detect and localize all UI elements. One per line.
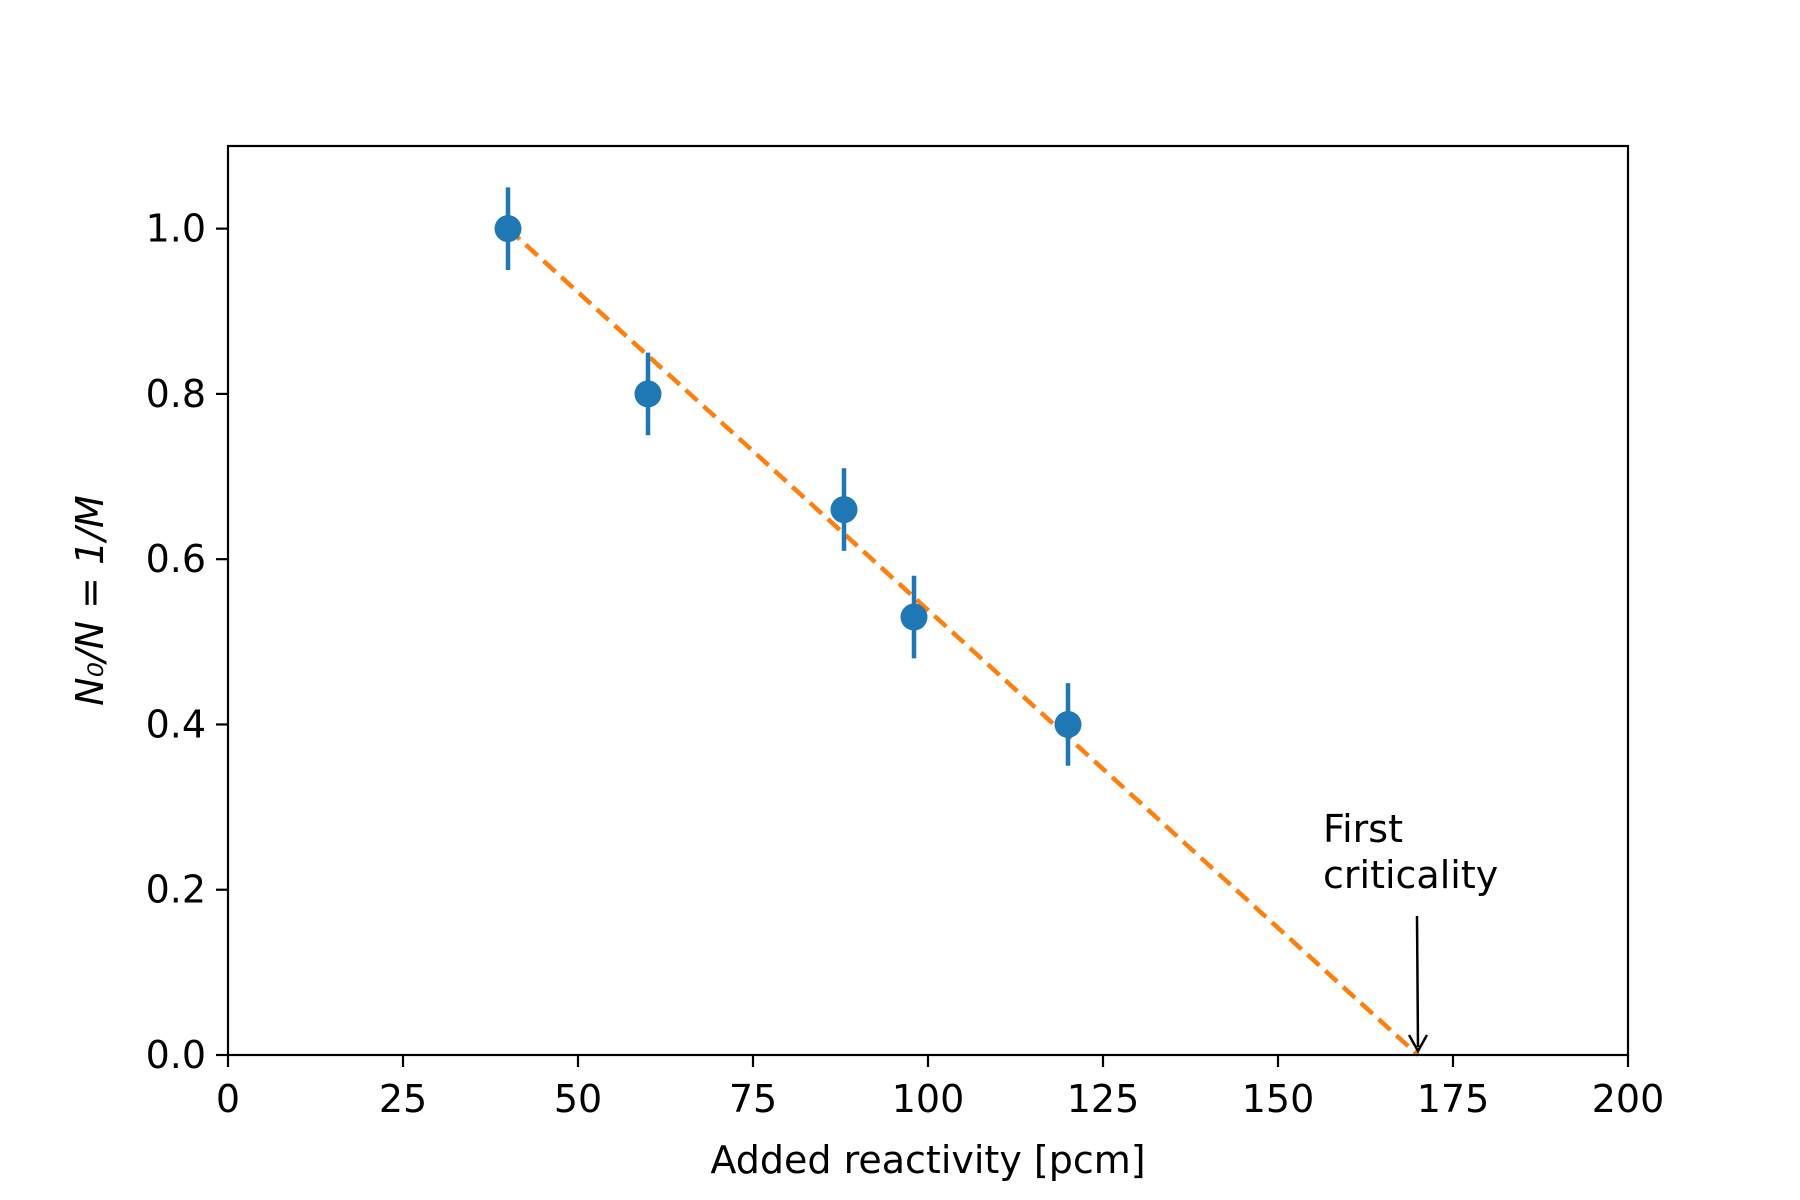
fit-line: [506, 226, 1420, 1057]
y-tick-label: 1.0: [146, 207, 206, 251]
y-axis-label: N₀/N = 1/M: [68, 495, 112, 706]
annotation-arrow: [1415, 915, 1420, 1048]
y-tick-label: 0.4: [146, 702, 206, 746]
data-point: [900, 603, 928, 631]
annotation-text: criticality: [1323, 853, 1498, 897]
data-point: [494, 215, 522, 243]
x-tick-label: 50: [554, 1077, 602, 1121]
annotation-text: First: [1323, 807, 1403, 851]
x-tick-label: 25: [379, 1077, 427, 1121]
data-point: [830, 496, 858, 524]
x-tick-label: 200: [1592, 1077, 1665, 1121]
y-tick-label: 0.2: [146, 868, 206, 912]
x-axis-ticks: 0 25 50 75 100 125 150 175 200: [216, 1055, 1664, 1121]
y-tick-label: 0.6: [146, 537, 206, 581]
fit-line-layer: [506, 226, 1420, 1057]
y-tick-label: 0.8: [146, 372, 206, 416]
x-tick-label: 175: [1417, 1077, 1490, 1121]
x-tick-label: 150: [1242, 1077, 1315, 1121]
data-point: [1054, 710, 1082, 738]
x-axis-label: Added reactivity [pcm]: [710, 1138, 1145, 1182]
plot-frame: [226, 144, 1630, 1057]
y-tick-label: 0.0: [146, 1033, 206, 1077]
x-tick-label: 0: [216, 1077, 240, 1121]
x-tick-label: 125: [1067, 1077, 1140, 1121]
y-axis-ticks: 0.0 0.2 0.4 0.6 0.8 1.0: [146, 207, 228, 1077]
data-point: [634, 380, 662, 408]
x-tick-label: 100: [892, 1077, 965, 1121]
x-tick-label: 75: [729, 1077, 777, 1121]
annotation-arrowhead: [1407, 1034, 1429, 1054]
data-points-layer: [494, 187, 1082, 766]
